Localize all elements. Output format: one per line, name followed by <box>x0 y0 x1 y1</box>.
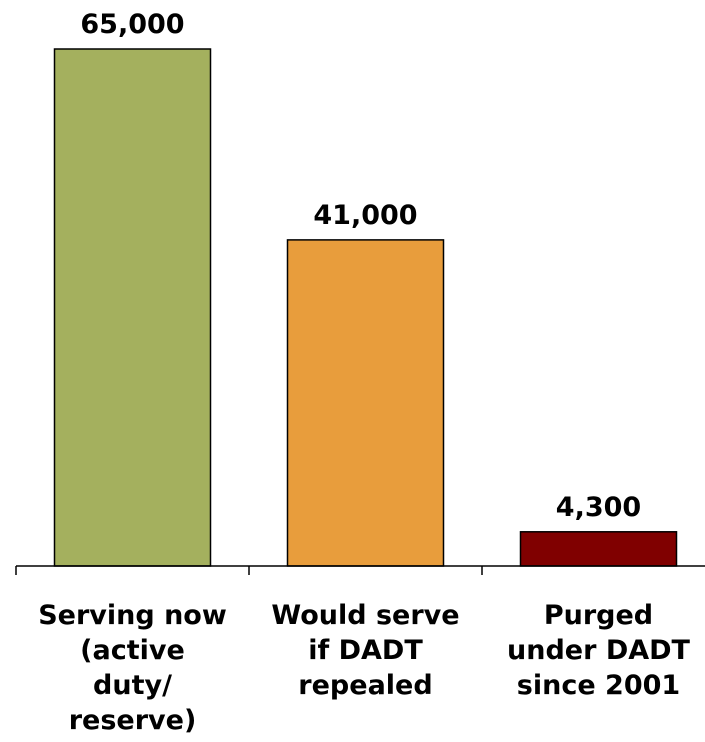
bar-value-label: 41,000 <box>313 200 417 231</box>
x-axis-ticks-group <box>15 566 483 575</box>
value-labels-group: 65,000 41,000 4,300 <box>80 9 641 523</box>
category-label-line: Would serve <box>271 600 459 631</box>
bar <box>519 531 678 567</box>
category-label-line: Serving now <box>38 600 227 631</box>
category-label-line: Purged <box>544 600 653 631</box>
category-labels-group: Serving now (active duty/reserve) Would ser… <box>38 600 690 736</box>
category-label-line: (active <box>80 635 185 666</box>
category-label: Purged under DADT since 2001 <box>507 600 691 701</box>
bar <box>286 239 445 567</box>
category-label-line: reserve) <box>69 705 197 736</box>
bars-group <box>53 48 678 567</box>
category-label: Serving now (active duty/reserve) <box>38 600 227 736</box>
bar-value-label: 65,000 <box>80 9 184 40</box>
category-label-line: repealed <box>298 670 432 701</box>
category-label-line: under DADT <box>507 635 691 666</box>
bar <box>53 48 212 567</box>
category-label-line: since 2001 <box>517 670 680 701</box>
category-label-line: if DADT <box>308 635 423 666</box>
category-label-line: duty/ <box>93 670 172 701</box>
bar-value-label: 4,300 <box>556 492 641 523</box>
category-label: Would serve if DADT repealed <box>271 600 459 701</box>
